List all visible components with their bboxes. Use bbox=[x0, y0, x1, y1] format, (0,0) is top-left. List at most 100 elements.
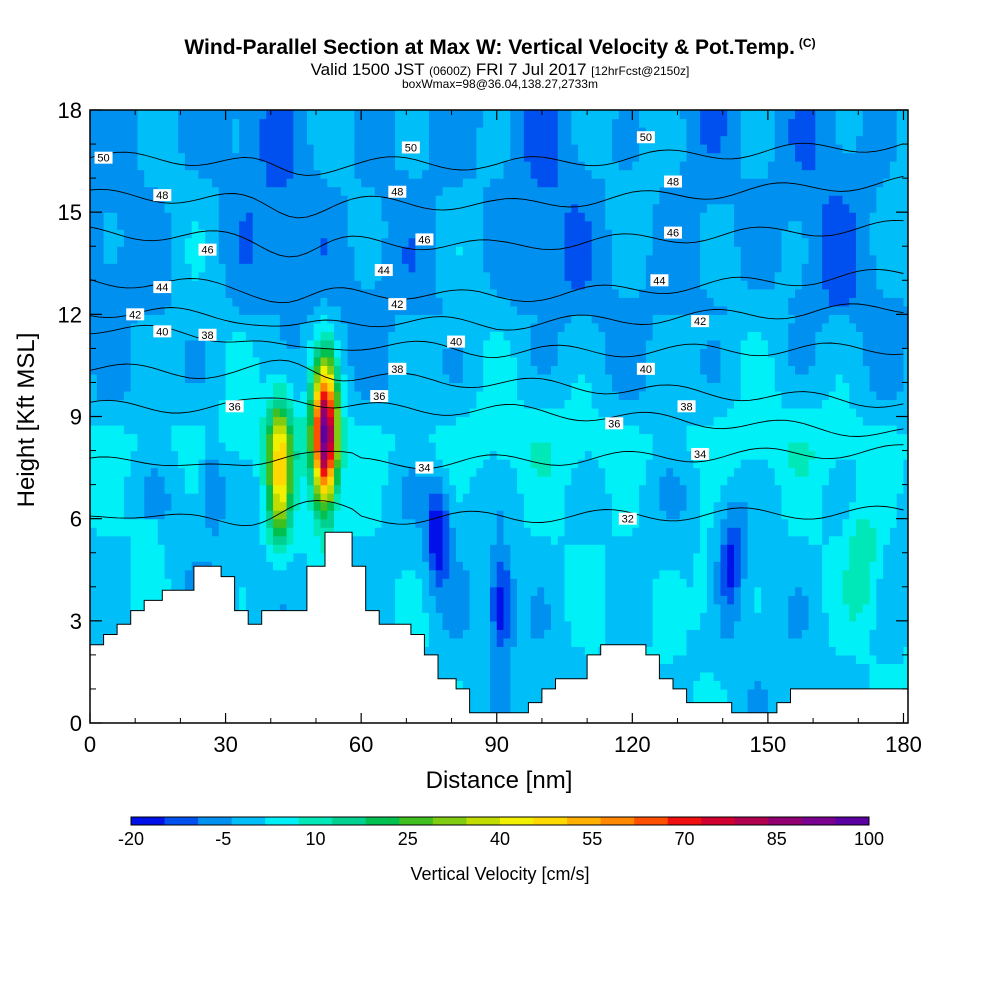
velocity-cell bbox=[550, 263, 559, 273]
velocity-cell bbox=[503, 459, 511, 469]
velocity-cell bbox=[462, 186, 471, 196]
velocity-cell bbox=[401, 527, 410, 537]
velocity-cell bbox=[367, 373, 376, 384]
velocity-cell bbox=[530, 603, 539, 613]
velocity-cell bbox=[144, 373, 152, 384]
velocity-cell bbox=[422, 552, 430, 562]
velocity-cell bbox=[110, 271, 118, 281]
velocity-cell bbox=[483, 382, 491, 392]
velocity-cell bbox=[483, 663, 491, 673]
velocity-cell bbox=[510, 110, 518, 120]
velocity-cell bbox=[503, 118, 511, 128]
velocity-cell bbox=[530, 407, 539, 418]
velocity-cell bbox=[334, 229, 342, 239]
velocity-cell bbox=[401, 348, 410, 358]
velocity-cell bbox=[212, 450, 220, 460]
velocity-cell bbox=[483, 322, 491, 332]
velocity-cell bbox=[523, 510, 532, 520]
velocity-cell bbox=[103, 569, 111, 579]
velocity-cell bbox=[96, 578, 105, 588]
velocity-cell bbox=[530, 314, 539, 324]
velocity-cell bbox=[259, 407, 267, 418]
velocity-cell bbox=[395, 527, 403, 537]
velocity-cell bbox=[320, 314, 328, 324]
velocity-cell bbox=[530, 544, 539, 554]
velocity-cell bbox=[523, 305, 532, 315]
velocity-cell bbox=[469, 484, 477, 494]
velocity-cell bbox=[225, 527, 233, 537]
velocity-cell bbox=[347, 110, 355, 120]
velocity-cell bbox=[456, 246, 464, 256]
velocity-cell bbox=[428, 493, 437, 503]
velocity-cell bbox=[110, 161, 118, 171]
velocity-cell bbox=[266, 229, 274, 239]
velocity-cell bbox=[510, 595, 518, 605]
velocity-cell bbox=[550, 637, 559, 647]
velocity-cell bbox=[130, 450, 139, 460]
velocity-cell bbox=[123, 390, 132, 401]
velocity-cell bbox=[225, 535, 233, 545]
velocity-cell bbox=[340, 493, 349, 503]
velocity-cell bbox=[415, 186, 423, 196]
velocity-cell bbox=[232, 586, 240, 596]
velocity-cell bbox=[171, 169, 179, 179]
velocity-cell bbox=[449, 365, 457, 375]
velocity-cell bbox=[381, 339, 389, 349]
velocity-cell bbox=[293, 339, 301, 349]
velocity-cell bbox=[164, 373, 172, 384]
velocity-cell bbox=[401, 305, 410, 315]
velocity-cell bbox=[374, 373, 383, 384]
velocity-cell bbox=[381, 467, 389, 477]
velocity-cell bbox=[110, 305, 118, 315]
velocity-cell bbox=[510, 212, 518, 222]
velocity-cell bbox=[517, 110, 525, 120]
velocity-cell bbox=[252, 127, 261, 137]
velocity-cell bbox=[401, 450, 410, 460]
velocity-cell bbox=[496, 135, 505, 145]
velocity-cell bbox=[517, 331, 525, 341]
velocity-cell bbox=[232, 271, 240, 281]
velocity-cell bbox=[422, 212, 430, 222]
velocity-cell bbox=[184, 331, 193, 341]
velocity-cell bbox=[367, 493, 376, 503]
velocity-cell bbox=[171, 459, 179, 469]
velocity-cell bbox=[279, 373, 288, 384]
velocity-cell bbox=[259, 561, 267, 571]
velocity-cell bbox=[523, 552, 532, 562]
velocity-cell bbox=[239, 603, 247, 613]
velocity-cell bbox=[523, 603, 532, 613]
velocity-cell bbox=[408, 237, 416, 247]
velocity-cell bbox=[462, 152, 471, 162]
velocity-cell bbox=[415, 110, 423, 120]
velocity-cell bbox=[212, 203, 220, 213]
velocity-cell bbox=[259, 220, 267, 230]
velocity-cell bbox=[218, 348, 227, 358]
velocity-cell bbox=[96, 195, 105, 205]
velocity-cell bbox=[435, 595, 444, 605]
velocity-cell bbox=[137, 152, 145, 162]
velocity-cell bbox=[395, 356, 403, 367]
velocity-cell bbox=[245, 288, 254, 298]
velocity-cell bbox=[191, 433, 200, 443]
velocity-cell bbox=[510, 603, 518, 613]
velocity-cell bbox=[489, 527, 498, 537]
velocity-cell bbox=[239, 288, 247, 298]
velocity-cell bbox=[354, 246, 362, 256]
velocity-cell bbox=[395, 501, 403, 511]
velocity-cell bbox=[171, 450, 179, 460]
velocity-cell bbox=[367, 544, 376, 554]
velocity-cell bbox=[388, 127, 396, 137]
velocity-cell bbox=[300, 118, 308, 128]
velocity-cell bbox=[395, 612, 403, 622]
velocity-cell bbox=[205, 527, 213, 537]
velocity-cell bbox=[266, 110, 274, 120]
velocity-cell bbox=[347, 493, 355, 503]
velocity-cell bbox=[293, 263, 301, 273]
velocity-cell bbox=[544, 569, 552, 579]
velocity-cell bbox=[422, 220, 430, 230]
velocity-cell bbox=[340, 280, 349, 290]
velocity-cell bbox=[415, 203, 423, 213]
velocity-cell bbox=[523, 399, 532, 409]
velocity-cell bbox=[354, 254, 362, 264]
velocity-cell bbox=[96, 186, 105, 196]
